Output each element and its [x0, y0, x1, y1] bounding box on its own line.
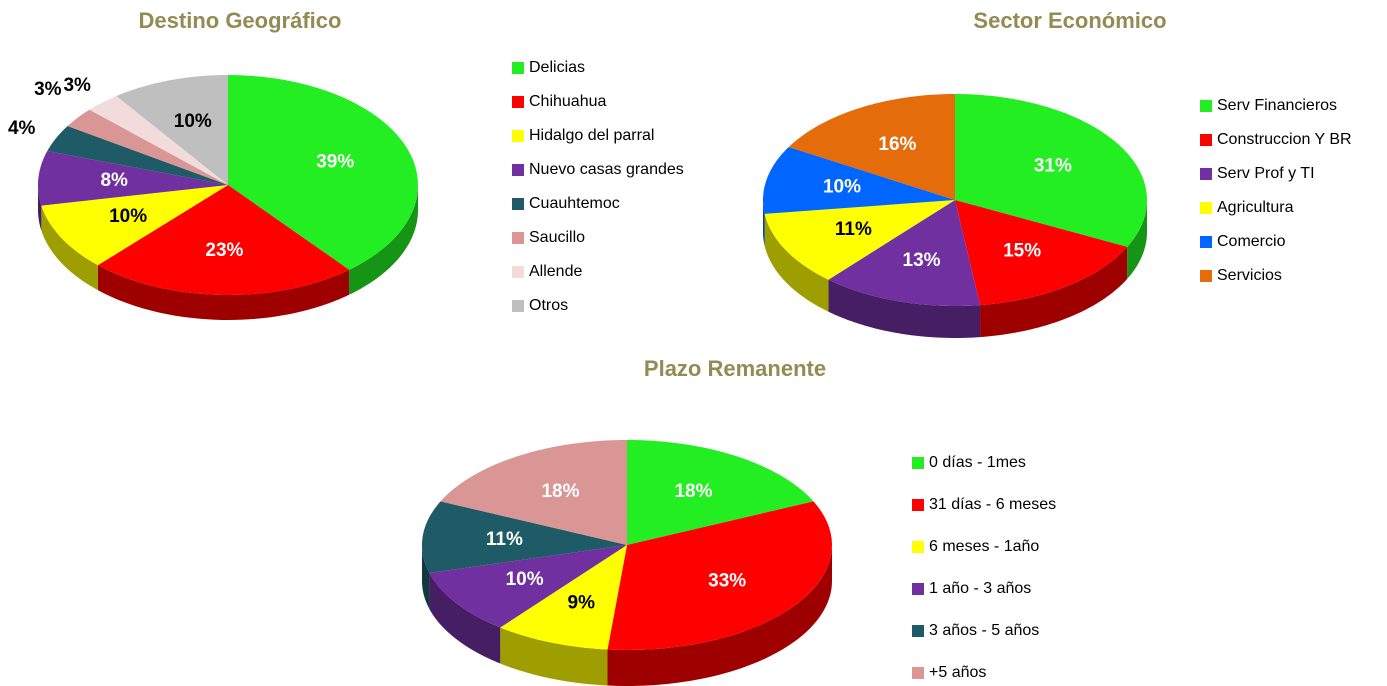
data-label: 33% — [708, 571, 746, 592]
data-label: 13% — [903, 250, 941, 271]
pie-slice — [955, 200, 1128, 306]
data-label: 23% — [205, 240, 243, 261]
legend-swatch — [912, 541, 924, 553]
legend-swatch — [912, 457, 924, 469]
data-label: 3% — [63, 75, 91, 96]
legend-label: Hidalgo del parral — [529, 127, 654, 144]
pie-side — [764, 213, 829, 312]
pie-side — [97, 265, 350, 320]
pie-side — [1127, 200, 1147, 279]
legend-label: Agricultura — [1217, 199, 1294, 216]
data-label: 10% — [109, 206, 147, 227]
data-label: 8% — [100, 170, 128, 191]
legend-label: Otros — [529, 297, 568, 314]
pie-slice — [440, 440, 627, 545]
legend-swatch — [512, 164, 524, 176]
legend-swatch — [912, 583, 924, 595]
chart-title: Plazo Remanente — [644, 356, 826, 381]
pie-side — [763, 200, 765, 246]
legend-swatch — [512, 96, 524, 108]
pie-side — [38, 185, 42, 231]
legend-swatch — [912, 499, 924, 511]
legend-swatch — [512, 266, 524, 278]
data-label: 3% — [34, 79, 62, 100]
pie-side — [980, 246, 1128, 338]
pie-slice — [38, 151, 228, 206]
data-label: 18% — [541, 481, 579, 502]
legend-swatch — [512, 130, 524, 142]
pie-slice — [47, 126, 229, 185]
legend-label: Servicios — [1217, 267, 1282, 284]
legend-label: Saucillo — [529, 229, 585, 246]
legend-swatch — [912, 625, 924, 637]
pie-slice — [97, 185, 350, 295]
data-label: 16% — [878, 134, 916, 155]
data-label: 4% — [8, 118, 36, 139]
chart-title: Destino Geográfico — [139, 8, 342, 33]
legend-label: 0 días - 1mes — [929, 454, 1026, 471]
pie-slice — [788, 94, 955, 200]
data-label: 9% — [568, 593, 596, 614]
data-label: 39% — [316, 152, 354, 173]
data-label: 11% — [835, 219, 872, 240]
legend-label: Construccion Y BR — [1217, 131, 1352, 148]
data-label: 10% — [506, 569, 544, 590]
legend-swatch — [1200, 270, 1212, 282]
legend-label: Nuevo casas grandes — [529, 161, 684, 178]
data-label: 15% — [1003, 241, 1041, 262]
pie-slice — [828, 200, 981, 306]
legend-label: Chihuahua — [529, 93, 607, 110]
legend-label: 6 meses - 1año — [929, 538, 1039, 555]
pie-side — [607, 545, 832, 686]
legend-label: Delicias — [529, 59, 585, 76]
pie-slice — [763, 147, 955, 214]
legend-label: Cuauhtemoc — [529, 195, 620, 212]
legend-label: Allende — [529, 263, 582, 280]
pie-side — [41, 205, 98, 291]
legend-label: 3 años - 5 años — [929, 622, 1039, 639]
pie-slice — [116, 75, 228, 185]
data-label: 11% — [486, 529, 523, 550]
legend-label: 31 días - 6 meses — [929, 496, 1056, 513]
pie-side — [422, 545, 430, 609]
pie-slice — [764, 200, 955, 280]
legend-swatch — [512, 62, 524, 74]
pie-side — [349, 185, 418, 295]
legend-label: Serv Prof y TI — [1217, 165, 1315, 182]
pie-slice — [627, 440, 814, 545]
pie-side — [429, 572, 501, 664]
legend-swatch — [1200, 100, 1212, 112]
data-label: 18% — [674, 481, 712, 502]
pie-slice — [500, 545, 627, 650]
data-label: 10% — [174, 111, 212, 132]
legend-swatch — [1200, 202, 1212, 214]
pie-slice — [67, 109, 228, 185]
legend-swatch — [512, 232, 524, 244]
legend-swatch — [512, 198, 524, 210]
pie-slice — [607, 501, 832, 650]
legend-swatch — [912, 667, 924, 679]
legend-swatch — [1200, 168, 1212, 180]
pie-slice — [955, 94, 1147, 247]
pie-side — [500, 627, 608, 686]
legend-swatch — [512, 300, 524, 312]
pie-slice — [422, 501, 627, 573]
pie-slice — [89, 96, 228, 185]
chart-title: Sector Económico — [973, 8, 1166, 33]
pie-slice — [228, 75, 418, 270]
legend-label: Comercio — [1217, 233, 1286, 250]
legend-label: Serv Financieros — [1217, 97, 1337, 114]
pie-slice — [41, 185, 229, 266]
legend-swatch — [1200, 236, 1212, 248]
pie-side — [828, 279, 981, 338]
data-label: 10% — [823, 177, 861, 198]
legend-label: +5 años — [929, 664, 986, 681]
data-label: 31% — [1034, 155, 1072, 176]
legend-swatch — [1200, 134, 1212, 146]
pie-slice — [429, 545, 627, 628]
legend-label: 1 año - 3 años — [929, 580, 1031, 597]
